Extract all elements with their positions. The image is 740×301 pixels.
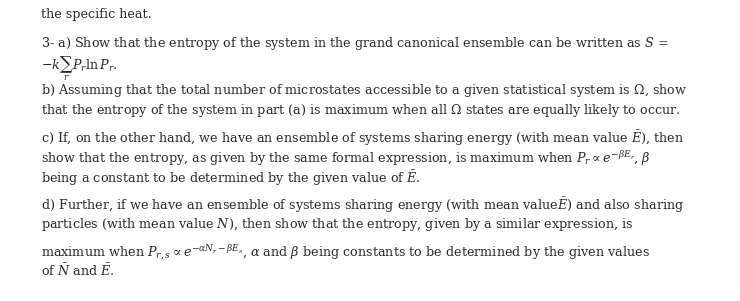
Text: b) Assuming that the total number of microstates accessible to a given statistic: b) Assuming that the total number of mic… (41, 82, 687, 99)
Text: show that the entropy, as given by the same formal expression, is maximum when $: show that the entropy, as given by the s… (41, 149, 650, 168)
Text: that the entropy of the system in part (a) is maximum when all $\Omega$ states a: that the entropy of the system in part (… (41, 102, 680, 119)
Text: being a constant to be determined by the given value of $\bar{E}$.: being a constant to be determined by the… (41, 169, 420, 188)
Text: d) Further, if we have an ensemble of systems sharing energy (with mean value$\b: d) Further, if we have an ensemble of sy… (41, 196, 684, 215)
Text: of $\bar{N}$ and $\bar{E}$.: of $\bar{N}$ and $\bar{E}$. (41, 263, 115, 279)
Text: maximum when $P_{r,s} \propto e^{-\alpha N_r - \beta E_s}$, $\alpha$ and $\beta$: maximum when $P_{r,s} \propto e^{-\alpha… (41, 243, 650, 262)
Text: 3- a) Show that the entropy of the system in the grand canonical ensemble can be: 3- a) Show that the entropy of the syste… (41, 35, 668, 52)
Text: $-k\sum_r P_r \ln P_r$.: $-k\sum_r P_r \ln P_r$. (41, 55, 118, 83)
Text: the specific heat.: the specific heat. (41, 8, 152, 21)
Text: particles (with mean value $N$), then show that the entropy, given by a similar : particles (with mean value $N$), then sh… (41, 216, 633, 233)
Text: c) If, on the other hand, we have an ensemble of systems sharing energy (with me: c) If, on the other hand, we have an ens… (41, 129, 684, 148)
